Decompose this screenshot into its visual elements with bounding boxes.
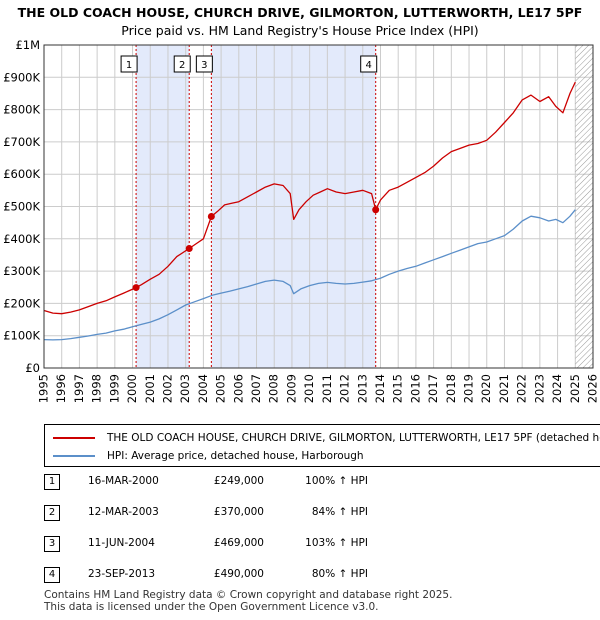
x-tick-label: 2012 <box>338 374 352 403</box>
transaction-price: £370,000 <box>213 506 264 518</box>
transaction-price: £249,000 <box>213 475 264 487</box>
price-chart: £0 £100K £200K £300K £400K £500K £600K £700K £80… <box>3 38 600 403</box>
x-tick-label: 1998 <box>90 374 104 403</box>
x-tick-label: 1995 <box>37 374 51 403</box>
y-tick-label: £300K <box>3 264 40 278</box>
x-tick-label: 2002 <box>160 374 174 403</box>
footer-copyright: Contains HM Land Registry data © Crown c… <box>44 589 453 601</box>
y-tick-label: £0 <box>25 361 40 375</box>
sale-point <box>185 244 193 252</box>
x-tick-label: 2003 <box>178 374 192 403</box>
hpi-line-swatch <box>53 455 95 457</box>
plot-frame <box>43 44 594 369</box>
event-marker-box <box>360 55 378 73</box>
y-tick-label: £100K <box>3 329 40 343</box>
transaction-date: 11-JUN-2004 <box>88 537 155 549</box>
x-tick-label: 2021 <box>497 374 511 403</box>
y-tick-label: £1M <box>15 38 40 52</box>
sale-point <box>132 284 140 292</box>
sale-point <box>372 206 380 214</box>
chart-title: THE OLD COACH HOUSE, CHURCH DRIVE, GILMO… <box>17 5 583 20</box>
legend-property-label: THE OLD COACH HOUSE, CHURCH DRIVE, GILMO… <box>107 432 600 444</box>
forecast-hatch <box>575 45 593 368</box>
sale-point <box>207 213 215 221</box>
transaction-hpi: 100% ↑ HPI <box>305 475 368 487</box>
y-tick-label: £400K <box>3 232 40 246</box>
transaction-price: £490,000 <box>213 568 264 580</box>
chart-subtitle: Price paid vs. HM Land Registry's House … <box>121 23 479 38</box>
event-marker-label: 4 <box>366 60 372 71</box>
x-tick-label: 2004 <box>196 374 210 403</box>
y-tick-label: £600K <box>3 167 40 181</box>
y-tick-label: £800K <box>3 103 40 117</box>
transaction-date: 16-MAR-2000 <box>88 475 159 487</box>
transaction-date: 12-MAR-2003 <box>88 506 159 518</box>
x-tick-label: 2008 <box>267 374 281 403</box>
transaction-number: 1 <box>44 474 60 490</box>
x-tick-label: 2005 <box>214 374 228 403</box>
footer: Contains HM Land Registry data © Crown c… <box>44 589 452 613</box>
transaction-number: 4 <box>44 567 60 583</box>
transaction-price: £469,000 <box>213 537 264 549</box>
y-tick-label: £200K <box>3 296 40 310</box>
x-tick-label: 2014 <box>373 374 387 403</box>
x-tick-label: 2009 <box>284 374 298 403</box>
table-row: 4 23-SEP-2013 £490,000 80% ↑ HPI <box>44 567 444 587</box>
transaction-hpi: 80% ↑ HPI <box>311 568 368 580</box>
x-tick-label: 2015 <box>391 374 405 403</box>
x-tick-label: 2019 <box>462 374 476 403</box>
transaction-hpi: 84% ↑ HPI <box>311 506 368 518</box>
x-tick-label: 2024 <box>550 374 564 403</box>
y-tick-label: £500K <box>3 200 40 214</box>
y-tick-label: £700K <box>3 135 40 149</box>
transaction-number: 2 <box>44 505 60 521</box>
x-tick-label: 2023 <box>532 374 546 403</box>
table-row: 1 16-MAR-2000 £249,000 100% ↑ HPI <box>44 474 444 494</box>
table-row: 3 11-JUN-2004 £469,000 103% ↑ HPI <box>44 536 444 556</box>
x-tick-label: 2018 <box>444 374 458 403</box>
x-tick-label: 2006 <box>231 374 245 403</box>
x-tick-label: 2025 <box>568 374 582 403</box>
event-marker-label: 1 <box>126 60 132 71</box>
x-tick-label: 2011 <box>320 374 334 403</box>
x-tick-label: 2016 <box>408 374 422 403</box>
legend-hpi-label: HPI: Average price, detached house, Harb… <box>107 450 364 462</box>
x-tick-label: 2010 <box>302 374 316 403</box>
legend: THE OLD COACH HOUSE, CHURCH DRIVE, GILMO… <box>44 424 600 467</box>
x-tick-label: 2026 <box>586 374 600 403</box>
event-marker-label: 2 <box>179 60 185 71</box>
transaction-date: 23-SEP-2013 <box>88 568 156 580</box>
event-marker-box <box>195 55 213 73</box>
x-tick-label: 1997 <box>72 374 86 403</box>
event-marker-box <box>173 55 191 73</box>
x-tick-label: 2020 <box>479 374 493 403</box>
x-tick-label: 1996 <box>54 374 68 403</box>
x-tick-label: 2013 <box>355 374 369 403</box>
x-tick-label: 2022 <box>515 374 529 403</box>
footer-licence: This data is licensed under the Open Gov… <box>44 601 379 613</box>
event-marker-label: 3 <box>201 60 207 71</box>
x-tick-label: 2017 <box>426 374 440 403</box>
y-tick-label: £900K <box>3 70 40 84</box>
transaction-number: 3 <box>44 536 60 552</box>
transaction-hpi: 103% ↑ HPI <box>305 537 368 549</box>
x-tick-label: 2001 <box>143 374 157 403</box>
property-price-line <box>43 81 576 315</box>
event-marker-box <box>120 55 138 73</box>
x-tick-label: 2007 <box>249 374 263 403</box>
x-tick-label: 2000 <box>125 374 139 403</box>
property-line-swatch <box>53 437 95 439</box>
table-row: 2 12-MAR-2003 £370,000 84% ↑ HPI <box>44 505 444 525</box>
x-tick-label: 1999 <box>107 374 121 403</box>
hpi-line <box>43 209 576 341</box>
